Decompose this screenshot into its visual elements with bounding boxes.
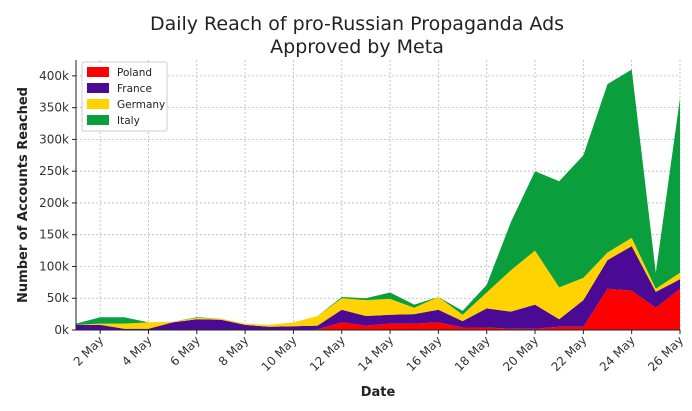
y-tick-label-6: 300k: [39, 132, 69, 146]
y-tick-label-5: 250k: [39, 164, 69, 178]
axes: [75, 60, 680, 331]
x-tick-label-9: 20 May: [500, 333, 541, 374]
x-axis-label: Date: [361, 385, 396, 400]
y-tick-label-0: 0k: [54, 323, 69, 337]
legend-label-italy: Italy: [117, 115, 140, 127]
area-france: [76, 246, 680, 330]
chart-title: Daily Reach of pro-Russian Propaganda Ad…: [150, 13, 564, 35]
legend-swatch-germany: [87, 99, 109, 109]
area-series-layer: [76, 69, 680, 330]
legend-label-germany: Germany: [117, 99, 165, 111]
x-tick-label-7: 16 May: [404, 333, 445, 374]
y-tick-label-4: 200k: [39, 196, 69, 210]
x-tick-label-8: 18 May: [452, 333, 493, 374]
area-germany: [76, 237, 680, 329]
x-tick-label-11: 24 May: [597, 333, 638, 374]
x-tick-labels: 2 May 4 May 6 May 8 May 10 May 12 May 14 May 16…: [71, 330, 686, 374]
x-tick-label-6: 14 May: [355, 333, 396, 374]
legend-label-poland: Poland: [117, 67, 152, 79]
y-axis-label: Number of Accounts Reached: [16, 87, 31, 303]
x-tick-label-0: 2 May: [71, 333, 107, 369]
x-tick-label-4: 10 May: [259, 333, 300, 374]
y-tick-label-7: 350k: [39, 101, 69, 115]
chart-subtitle: Approved by Meta: [270, 36, 444, 58]
area-italy: [76, 69, 680, 325]
legend-box: [81, 61, 168, 132]
y-tick-label-3: 150k: [39, 228, 69, 242]
legend-swatch-italy: [87, 115, 109, 125]
legend-swatch-france: [87, 83, 109, 93]
legend-swatch-poland: [87, 67, 109, 77]
area-poland: [76, 288, 680, 330]
y-tick-labels: 0k 50k 100k 150k 200k 250k 300k 350k 400k: [39, 69, 76, 337]
x-tick-label-3: 8 May: [216, 333, 252, 369]
x-tick-label-2: 6 May: [167, 333, 203, 369]
x-tick-label-12: 26 May: [645, 333, 686, 374]
legend-label-france: France: [117, 83, 152, 95]
y-tick-label-2: 100k: [39, 259, 69, 273]
y-tick-label-1: 50k: [47, 291, 69, 305]
x-tick-label-1: 4 May: [119, 333, 155, 369]
x-tick-label-5: 12 May: [307, 333, 348, 374]
y-tick-label-8: 400k: [39, 69, 69, 83]
x-tick-label-10: 22 May: [549, 333, 590, 374]
legend: Poland France Germany Italy: [81, 61, 168, 132]
